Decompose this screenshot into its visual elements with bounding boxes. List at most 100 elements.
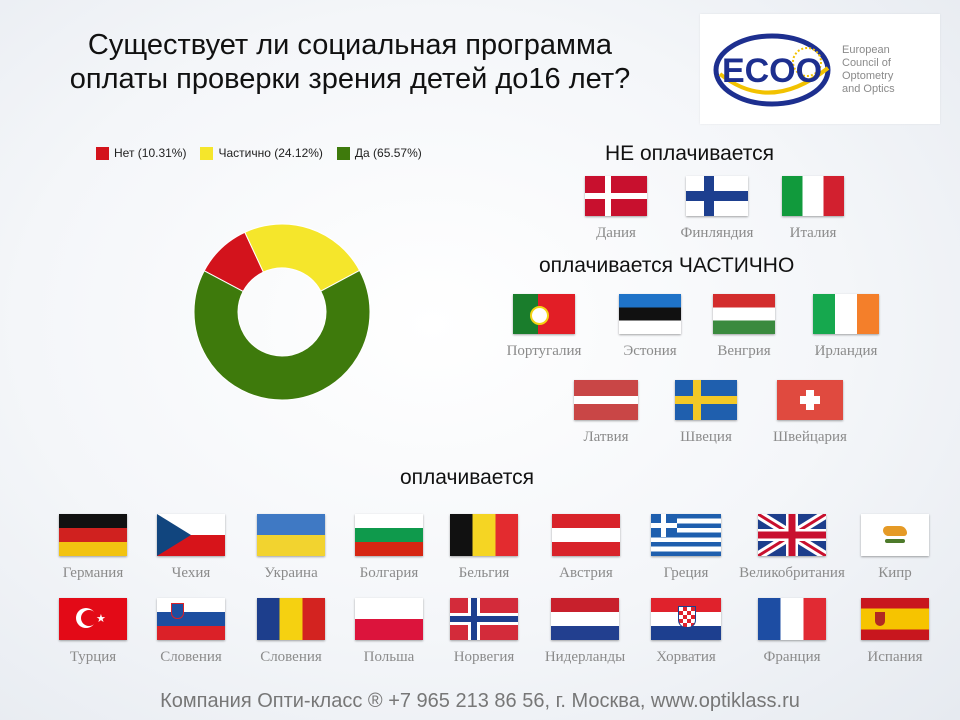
norway-flag-icon [450,598,518,640]
portugal-flag-icon [513,294,575,334]
sweden-flag-icon [675,380,737,420]
czech-flag-icon [157,514,225,556]
flag-label: Греция [663,565,709,581]
page-title: Существует ли социальная программа оплат… [20,28,680,96]
flag-item-italy: Италия [763,176,863,242]
legend-swatch [96,146,109,160]
cyprus-flag-icon [861,514,929,556]
slovenia-flag-icon [157,598,225,640]
flag-item-denmark: Дания [566,176,666,242]
flag-label: Норвегия [453,649,515,665]
flag-label: Хорватия [656,649,716,665]
flag-label: Италия [789,225,837,241]
legend-item-yes: Да (65.57%) [336,146,422,160]
flag-label: Франция [763,649,821,665]
title-line-1: Существует ли социальная программа [87,29,613,61]
italy-flag-icon [782,176,844,216]
flag-label: Австрия [559,565,613,581]
austria-flag-icon [552,514,620,556]
logo-caption-line: European [842,44,890,56]
flag-item-cyprus: Кипр [850,514,940,582]
hungary-flag-icon [713,294,775,334]
flag-label: Швеция [680,429,732,445]
flag-label: Венгрия [717,343,771,359]
flag-item-france: Франция [747,598,837,666]
uk-flag-icon [758,514,826,556]
footer-contact: Компания Опти-класс ® +7 965 213 86 56, … [160,690,800,712]
greece-flag-icon [651,514,721,556]
legend-label: Да (65.57%) [354,146,422,160]
flag-item-germany: Германия [48,514,138,582]
flag-label: Словения [260,649,322,665]
donut-slice-partial [244,223,361,292]
flag-item-slovenia: Словения [146,598,236,666]
poland-flag-icon [355,598,423,640]
heading-paid: оплачивается [400,466,535,489]
flag-item-croatia: Хорватия [641,598,731,666]
legend-item-no: Нет (10.31%) [96,146,186,160]
logo-caption-line: Optometry [842,70,894,82]
ecoo-logo: ECOO European Council of Optometry and O… [700,14,940,124]
flag-item-sweden: Швеция [666,380,746,446]
flag-item-romania: Словения [246,598,336,666]
denmark-flag-icon [585,176,647,216]
estonia-flag-icon [619,294,681,334]
ukraine-flag-icon [257,514,325,556]
flag-item-turkey: ★ Турция [48,598,138,666]
flag-item-belgium: Бельгия [439,514,529,582]
flag-item-switzerland: Швейцария [768,380,852,446]
flag-label: Финляндия [680,225,754,241]
flag-item-greece: Греция [641,514,731,582]
flag-label: Болгария [359,565,419,581]
flag-label: Кипр [878,565,912,581]
legend-label: Частично (24.12%) [218,146,323,160]
flag-item-ireland: Ирландия [796,294,896,360]
legend-label: Нет (10.31%) [114,146,187,160]
flag-label: Швейцария [773,429,847,445]
flag-label: Португалия [506,343,582,359]
flag-label: Латвия [583,429,629,445]
logo-caption: European Council of Optometry and Optics [842,44,895,96]
flag-item-portugal: Португалия [496,294,592,360]
flag-label: Испания [867,649,923,665]
switzerland-flag-icon [777,380,843,420]
netherlands-flag-icon [551,598,619,640]
finland-flag-icon [686,176,748,216]
flag-label: Турция [69,649,117,665]
flag-item-poland: Польша [344,598,434,666]
logo-caption-line: and Optics [842,83,895,95]
belgium-flag-icon [450,514,518,556]
flag-label: Нидерланды [544,649,626,665]
logo-caption-line: Council of [842,57,891,69]
romania-flag-icon [257,598,325,640]
flag-label: Польша [363,649,415,665]
germany-flag-icon [59,514,127,556]
legend-swatch [200,146,214,160]
flag-item-bulgaria: Болгария [344,514,434,582]
legend-item-partial: Частично (24.12%) [200,146,323,160]
spain-flag-icon [861,598,929,640]
flag-item-uk: Великобритания [722,514,862,582]
flag-label: Словения [160,649,222,665]
flag-label: Бельгия [458,565,510,581]
flag-item-hungary: Венгрия [696,294,792,360]
chart-legend: Нет (10.31%) Частично (24.12%) Да (65.57… [96,146,436,160]
france-flag-icon [758,598,826,640]
turkey-flag-icon: ★ [59,598,127,640]
flag-label: Эстония [623,343,677,359]
flag-item-austria: Австрия [541,514,631,582]
donut-chart [193,223,371,401]
flag-item-latvia: Латвия [566,380,646,446]
heading-not-paid: НЕ оплачивается [605,142,775,165]
flag-item-spain: Испания [850,598,940,666]
flag-label: Германия [62,565,124,581]
flag-item-ukraine: Украина [246,514,336,582]
ireland-flag-icon [813,294,879,334]
flag-item-netherlands: Нидерланды [530,598,640,666]
heading-partial: оплачивается ЧАСТИЧНО [539,254,795,277]
flag-label: Чехия [171,565,211,581]
flag-label: Дания [596,225,636,241]
bulgaria-flag-icon [355,514,423,556]
flag-label: Великобритания [739,565,845,581]
flag-label: Ирландия [814,343,878,359]
